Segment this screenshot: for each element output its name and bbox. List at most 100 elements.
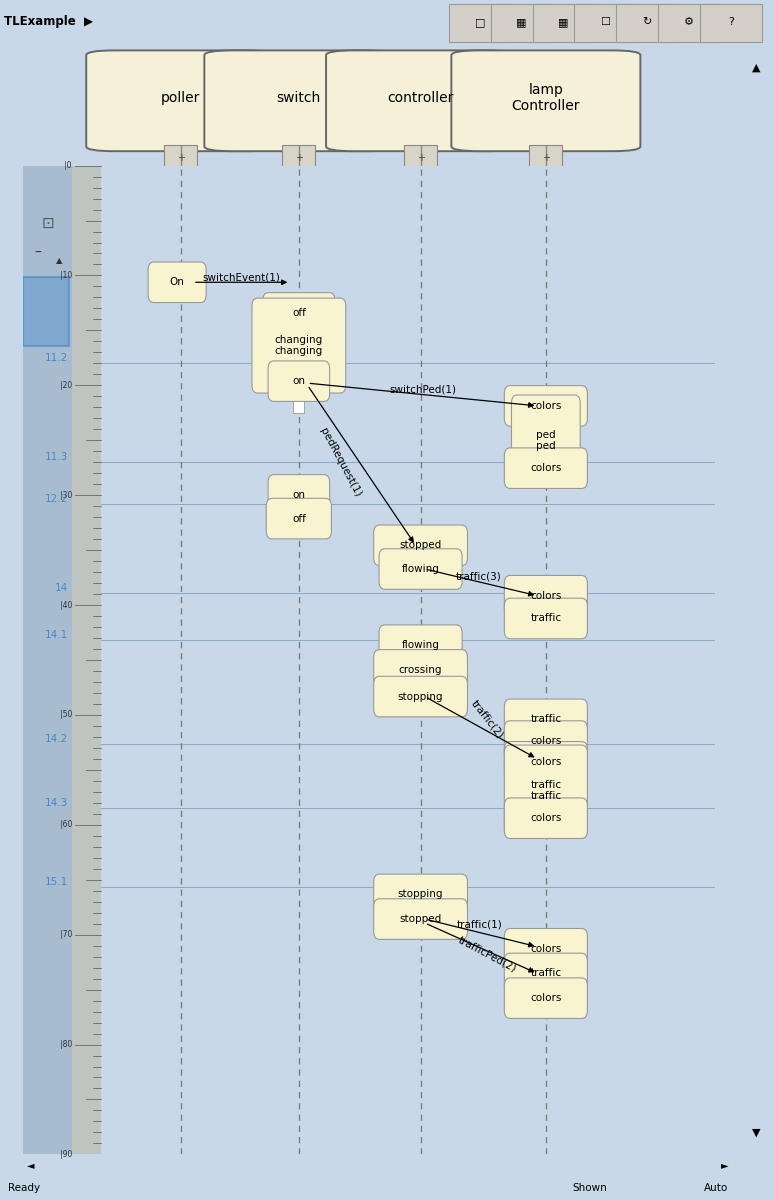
Text: on: on xyxy=(293,490,306,500)
FancyBboxPatch shape xyxy=(204,50,393,151)
Text: |20: |20 xyxy=(60,380,72,390)
FancyBboxPatch shape xyxy=(374,899,467,940)
Text: flowing: flowing xyxy=(402,564,440,574)
Text: pedRequest(1): pedRequest(1) xyxy=(318,426,363,498)
Text: 11.2: 11.2 xyxy=(44,353,67,364)
Text: ped
ped: ped ped xyxy=(536,430,556,451)
Text: traffic: traffic xyxy=(530,968,561,978)
FancyBboxPatch shape xyxy=(379,625,462,666)
FancyBboxPatch shape xyxy=(293,371,304,413)
Text: Ready: Ready xyxy=(8,1183,40,1193)
Text: Auto: Auto xyxy=(704,1183,728,1193)
FancyBboxPatch shape xyxy=(268,361,330,402)
Text: TLExample  ▶: TLExample ▶ xyxy=(4,16,93,29)
Text: traffic(3): traffic(3) xyxy=(456,572,502,582)
Text: +: + xyxy=(416,154,425,163)
Text: colors: colors xyxy=(530,757,562,767)
Text: colors: colors xyxy=(530,814,562,823)
Text: colors: colors xyxy=(530,401,562,410)
Text: lamp
Controller: lamp Controller xyxy=(512,83,580,114)
FancyBboxPatch shape xyxy=(415,686,426,707)
Text: |80: |80 xyxy=(60,1040,72,1049)
FancyBboxPatch shape xyxy=(379,548,462,589)
Text: colors: colors xyxy=(530,943,562,954)
FancyBboxPatch shape xyxy=(451,50,640,151)
Text: ⊡: ⊡ xyxy=(41,216,54,230)
Text: colors: colors xyxy=(530,463,562,473)
Text: ↻: ↻ xyxy=(642,17,652,26)
FancyBboxPatch shape xyxy=(505,721,587,761)
Text: 14: 14 xyxy=(54,583,67,593)
Text: stopped: stopped xyxy=(399,914,442,924)
Text: |40: |40 xyxy=(60,600,72,610)
FancyBboxPatch shape xyxy=(658,4,720,42)
Text: trafficPed(2): trafficPed(2) xyxy=(457,935,518,974)
Text: stopping: stopping xyxy=(398,889,444,899)
FancyBboxPatch shape xyxy=(374,526,467,565)
Text: |0: |0 xyxy=(64,161,72,170)
Text: 14.3: 14.3 xyxy=(44,798,67,809)
Text: 11.3: 11.3 xyxy=(44,452,67,462)
FancyBboxPatch shape xyxy=(283,144,315,172)
Text: 14.2: 14.2 xyxy=(44,734,67,744)
Text: |50: |50 xyxy=(60,710,72,720)
FancyBboxPatch shape xyxy=(268,474,330,515)
Text: +: + xyxy=(295,154,303,163)
FancyBboxPatch shape xyxy=(505,448,587,488)
FancyBboxPatch shape xyxy=(529,144,563,172)
FancyBboxPatch shape xyxy=(415,560,426,580)
Text: +: + xyxy=(176,154,185,163)
Text: traffic: traffic xyxy=(530,613,561,624)
Text: +: + xyxy=(542,154,550,163)
FancyBboxPatch shape xyxy=(404,144,437,172)
Text: switchPed(1): switchPed(1) xyxy=(389,384,456,394)
FancyBboxPatch shape xyxy=(505,978,587,1019)
Text: stopping: stopping xyxy=(398,691,444,702)
Text: ?: ? xyxy=(728,17,734,26)
Text: stopped: stopped xyxy=(399,540,442,551)
Text: changing
changing: changing changing xyxy=(275,335,323,356)
FancyBboxPatch shape xyxy=(505,953,587,994)
FancyBboxPatch shape xyxy=(164,144,197,172)
FancyBboxPatch shape xyxy=(505,385,587,426)
FancyBboxPatch shape xyxy=(415,905,426,935)
FancyBboxPatch shape xyxy=(505,745,587,836)
Text: switchEvent(1): switchEvent(1) xyxy=(203,272,280,282)
Text: |10: |10 xyxy=(60,271,72,280)
Text: ▦: ▦ xyxy=(516,17,527,26)
Text: ☐: ☐ xyxy=(601,17,610,26)
Text: traffic(2): traffic(2) xyxy=(469,698,505,740)
FancyBboxPatch shape xyxy=(700,4,762,42)
Text: –: – xyxy=(34,246,41,259)
Text: poller: poller xyxy=(161,91,200,106)
FancyBboxPatch shape xyxy=(23,166,72,1154)
Text: ►: ► xyxy=(721,1160,728,1170)
FancyBboxPatch shape xyxy=(491,4,553,42)
Text: ◄: ◄ xyxy=(26,1160,34,1170)
FancyBboxPatch shape xyxy=(374,874,467,914)
FancyBboxPatch shape xyxy=(374,677,467,716)
FancyBboxPatch shape xyxy=(252,298,346,394)
FancyBboxPatch shape xyxy=(266,498,331,539)
Text: 14.1: 14.1 xyxy=(44,630,67,641)
FancyBboxPatch shape xyxy=(574,4,636,42)
Text: traffic: traffic xyxy=(530,714,561,725)
FancyBboxPatch shape xyxy=(148,262,206,302)
FancyBboxPatch shape xyxy=(616,4,678,42)
Text: on: on xyxy=(293,376,306,386)
FancyBboxPatch shape xyxy=(505,929,587,970)
Text: □: □ xyxy=(474,17,485,26)
Text: colors: colors xyxy=(530,994,562,1003)
Text: traffic(1): traffic(1) xyxy=(457,920,503,930)
FancyBboxPatch shape xyxy=(533,4,594,42)
Text: flowing: flowing xyxy=(402,640,440,650)
Text: ⚙: ⚙ xyxy=(684,17,694,26)
Text: crossing: crossing xyxy=(399,665,442,674)
Text: |30: |30 xyxy=(60,491,72,499)
Text: traffic
traffic: traffic traffic xyxy=(530,780,561,802)
Text: off: off xyxy=(292,308,306,318)
FancyBboxPatch shape xyxy=(505,742,587,782)
FancyBboxPatch shape xyxy=(72,166,101,1154)
FancyBboxPatch shape xyxy=(505,576,587,616)
FancyBboxPatch shape xyxy=(512,395,580,486)
